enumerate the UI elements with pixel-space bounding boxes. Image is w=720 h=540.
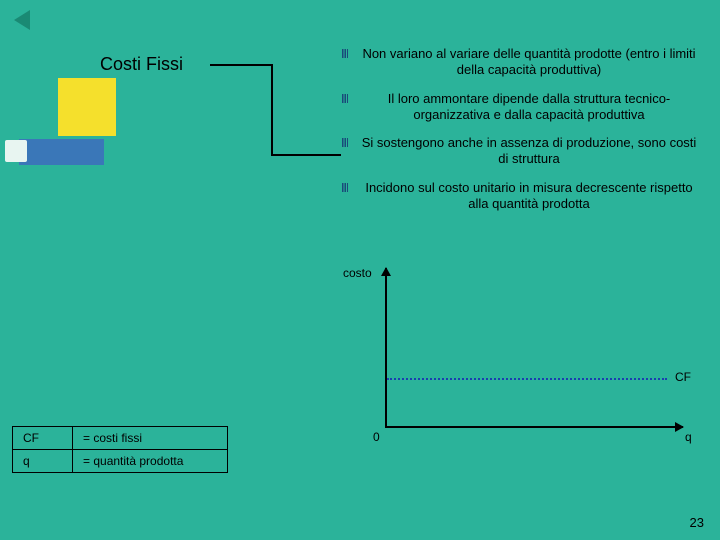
legend-symbol: q bbox=[13, 450, 73, 473]
fixed-cost-chart: costo CF 0 q bbox=[355, 268, 685, 438]
legend-table: CF = costi fissi q = quantità prodotta bbox=[12, 426, 228, 473]
chart-series-label: CF bbox=[675, 370, 691, 384]
connector-vertical bbox=[271, 64, 273, 156]
bullet-item: Si sostengono anche in assenza di produz… bbox=[350, 135, 700, 168]
bullet-marker-icon bbox=[342, 138, 348, 147]
bullet-marker-icon bbox=[342, 94, 348, 103]
legend-meaning: = costi fissi bbox=[73, 427, 228, 450]
nav-back-arrow[interactable] bbox=[14, 10, 30, 30]
bullet-marker-icon bbox=[342, 49, 348, 58]
table-row: CF = costi fissi bbox=[13, 427, 228, 450]
connector-horizontal-1 bbox=[210, 64, 273, 66]
connector-horizontal-2 bbox=[271, 154, 341, 156]
bullet-list: Non variano al variare delle quantità pr… bbox=[350, 46, 700, 224]
page-number: 23 bbox=[690, 515, 704, 530]
chart-cf-line bbox=[387, 378, 667, 380]
chart-y-label: costo bbox=[343, 266, 372, 280]
bullet-text: Incidono sul costo unitario in misura de… bbox=[365, 180, 692, 211]
bullet-item: Non variano al variare delle quantità pr… bbox=[350, 46, 700, 79]
chart-x-axis bbox=[385, 426, 683, 428]
chart-origin-label: 0 bbox=[373, 430, 380, 444]
decorative-white-square bbox=[5, 140, 27, 162]
bullet-marker-icon bbox=[342, 183, 348, 192]
slide-title: Costi Fissi bbox=[100, 54, 183, 75]
bullet-text: Non variano al variare delle quantità pr… bbox=[362, 46, 695, 77]
table-row: q = quantità prodotta bbox=[13, 450, 228, 473]
chart-y-axis bbox=[385, 268, 387, 428]
bullet-text: Il loro ammontare dipende dalla struttur… bbox=[388, 91, 671, 122]
legend-symbol: CF bbox=[13, 427, 73, 450]
bullet-text: Si sostengono anche in assenza di produz… bbox=[362, 135, 697, 166]
decorative-blue-rect bbox=[19, 139, 104, 165]
legend-meaning: = quantità prodotta bbox=[73, 450, 228, 473]
chart-x-label: q bbox=[685, 430, 692, 444]
decorative-yellow-square bbox=[58, 78, 116, 136]
bullet-item: Incidono sul costo unitario in misura de… bbox=[350, 180, 700, 213]
bullet-item: Il loro ammontare dipende dalla struttur… bbox=[350, 91, 700, 124]
